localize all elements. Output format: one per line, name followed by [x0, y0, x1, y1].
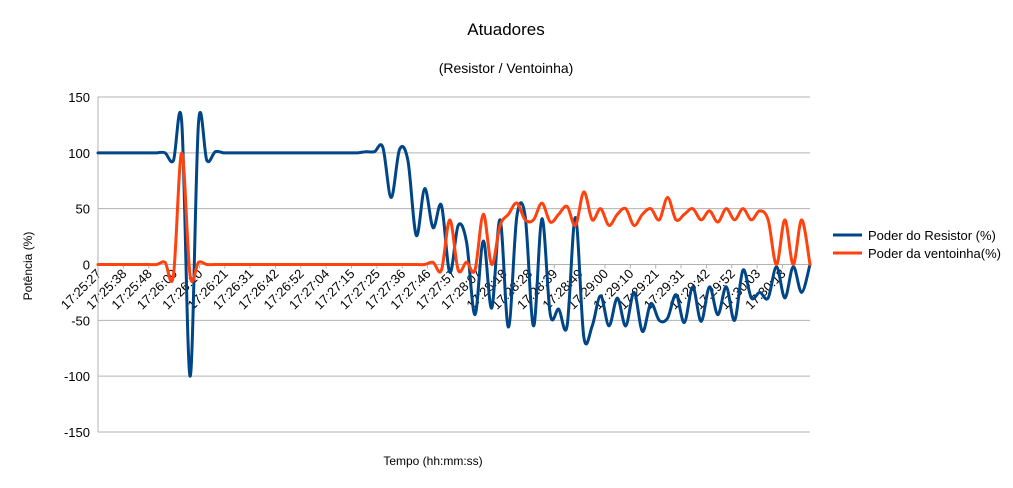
- y-axis-ticks: 150 100 50 0 -50 -100 -150: [64, 90, 90, 440]
- y-tick-label: -50: [71, 313, 90, 328]
- legend-label: Poder do Resistor (%): [868, 228, 996, 243]
- series-line-2: [96, 151, 812, 284]
- y-tick-label: -150: [64, 425, 90, 440]
- chart-title: Atuadores: [467, 20, 545, 39]
- x-axis-label: Tempo (hh:mm:ss): [383, 454, 482, 468]
- y-tick-label: 0: [83, 258, 90, 273]
- y-tick-label: 100: [68, 146, 90, 161]
- y-tick-label: 150: [68, 90, 90, 105]
- legend: Poder do Resistor (%) Poder da ventoinha(…: [833, 228, 1001, 261]
- y-axis-label: Potência (%): [21, 232, 35, 301]
- legend-label: Poder da ventoinha(%): [868, 246, 1001, 261]
- chart-subtitle: (Resistor / Ventoinha): [439, 60, 574, 76]
- y-tick-label: -100: [64, 369, 90, 384]
- y-tick-label: 50: [76, 202, 90, 217]
- series-lines: [96, 110, 812, 378]
